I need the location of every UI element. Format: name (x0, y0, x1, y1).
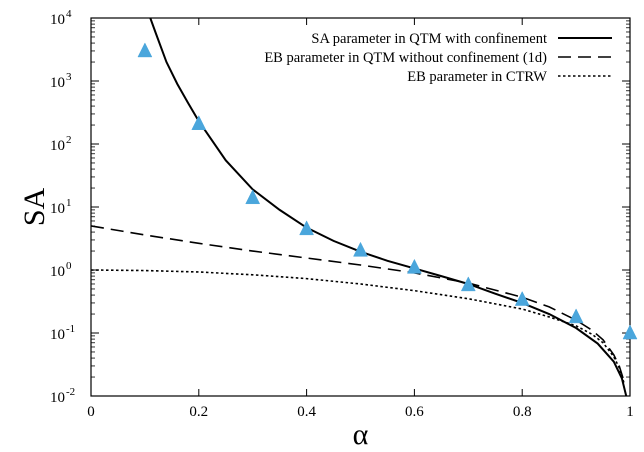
triangle-marker (353, 241, 368, 257)
y-tick-label: 10 (50, 75, 65, 91)
legend-label: EB parameter in QTM without confinement … (264, 50, 547, 66)
y-tick-base: 10 (50, 264, 65, 280)
triangle-marker (137, 42, 153, 58)
y-tick-exponent: 4 (66, 8, 72, 20)
y-tick-exponent: -2 (66, 386, 75, 398)
x-tick-label: 1 (626, 404, 634, 420)
x-tick-label: 0 (87, 404, 95, 420)
y-tick-base: 10 (50, 138, 65, 154)
y-tick-label: 10 (50, 264, 65, 280)
triangle-marker (514, 290, 530, 306)
triangle-marker (568, 308, 584, 324)
y-tick-base: 10 (50, 327, 65, 343)
triangle-marker (299, 220, 315, 236)
plot-marks (91, 18, 628, 396)
y-tick-base: 10 (50, 75, 65, 91)
y-tick-label: 10 (50, 138, 65, 154)
y-tick-exponent: 2 (66, 134, 72, 146)
x-axis-ticks: 0 0.2 0.4 0.6 0.8 1 (87, 18, 634, 420)
y-tick-label: 10 (50, 12, 65, 28)
triangle-marker (622, 324, 638, 340)
x-tick-label: 0.2 (189, 404, 208, 420)
legend-label: EB parameter in CTRW (407, 69, 547, 85)
series-line-dashed (91, 225, 626, 384)
x-tick-label: 0.6 (405, 404, 424, 420)
y-tick-base: 10 (50, 12, 65, 28)
y-axis-label: SA (18, 187, 51, 226)
x-axis-label: α (353, 418, 369, 451)
legend-label: SA parameter in QTM with confinement (311, 31, 547, 47)
y-tick-exponent: 0 (66, 260, 72, 272)
y-tick-exponent: 1 (66, 197, 72, 209)
y-tick-base: 10 (50, 201, 65, 217)
x-tick-label: 0.4 (297, 404, 316, 420)
triangle-marker (460, 276, 476, 292)
y-tick-base: 10 (50, 390, 65, 406)
series-line-dotted (91, 269, 626, 386)
y-tick-label: 10 (50, 327, 65, 343)
y-tick-label: 10 (50, 201, 65, 217)
y-tick-exponent: -1 (66, 323, 75, 335)
triangle-marker (406, 258, 422, 274)
triangle-marker (245, 189, 261, 205)
y-tick-label: 10 (50, 390, 65, 406)
legend: SA parameter in QTM with confinement EB p… (264, 31, 612, 85)
x-tick-label: 0.8 (513, 404, 532, 420)
series-line-solid (149, 18, 628, 396)
triangle-marker (191, 115, 207, 130)
y-tick-exponent: 3 (66, 71, 72, 83)
